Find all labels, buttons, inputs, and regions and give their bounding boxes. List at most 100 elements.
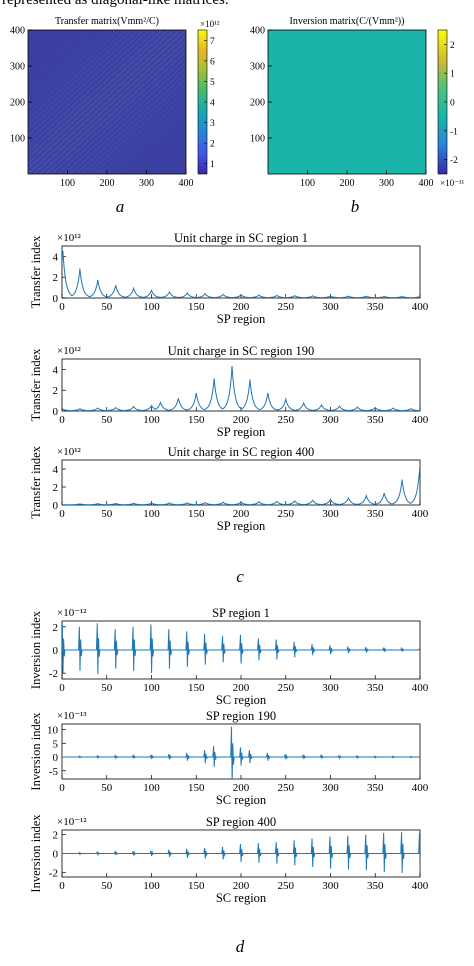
colorbar-tick-label: 3 <box>210 119 215 129</box>
stripe <box>69 66 186 174</box>
x-tick-label: 50 <box>101 301 113 313</box>
top-text: represented as diagonal-like matrices. <box>2 0 229 8</box>
spike <box>337 754 342 761</box>
stripe <box>33 34 186 174</box>
y-axis-label: Inversion index <box>29 814 43 893</box>
x-tick-label: 300 <box>379 178 394 189</box>
x-tick-label: 300 <box>322 682 339 694</box>
heatmap-field <box>28 30 186 174</box>
x-axis-label: SC region <box>216 891 267 905</box>
x-tick-label: 100 <box>143 682 160 694</box>
x-tick-label: 300 <box>322 508 339 520</box>
chart-title: Unit charge in SC region 190 <box>168 344 315 358</box>
stripe <box>28 30 181 170</box>
x-tick-label: 400 <box>412 414 429 426</box>
spike <box>131 626 137 671</box>
stripe <box>28 30 151 143</box>
x-tick-label: 350 <box>367 414 384 426</box>
y-tick-label: -2 <box>49 668 58 680</box>
x-tick-label: 50 <box>101 782 113 794</box>
x-tick-label: 400 <box>419 178 434 189</box>
heatmap-title: Transfer matrix(Vmm²/C) <box>55 16 159 27</box>
spike <box>203 750 208 764</box>
x-tick-label: 100 <box>143 782 160 794</box>
x-tick-label: 200 <box>233 782 250 794</box>
spike <box>96 850 101 857</box>
series-group <box>62 831 420 873</box>
axis-multiplier: ×10⁻¹² <box>57 607 87 619</box>
y-tick-label: 2 <box>53 622 59 634</box>
y-tick-label: 0 <box>53 752 59 764</box>
y-tick-label: 2 <box>53 830 59 842</box>
panel-label-c: c <box>236 567 244 586</box>
x-tick-label: 250 <box>278 880 295 892</box>
y-tick-label: 300 <box>250 62 265 73</box>
y-tick-label: 400 <box>10 26 25 37</box>
spike <box>203 847 208 859</box>
spike <box>310 838 316 868</box>
stripe <box>93 88 186 174</box>
axis-multiplier: ×10⁻¹³ <box>57 710 87 722</box>
x-tick-label: 0 <box>59 682 65 694</box>
stripe <box>111 105 186 174</box>
spike <box>96 754 101 760</box>
spike <box>185 848 190 858</box>
x-tick-label: 100 <box>143 880 160 892</box>
y-tick-label: 0 <box>53 406 59 418</box>
series-line <box>62 250 420 298</box>
x-tick-label: 0 <box>59 508 65 520</box>
x-tick-label: 50 <box>101 508 113 520</box>
panel-label-a: a <box>116 197 125 216</box>
x-tick-label: 400 <box>412 682 429 694</box>
x-tick-label: 200 <box>233 508 250 520</box>
colorbar-tick-label: 0 <box>450 99 455 109</box>
spike <box>382 832 387 873</box>
spike <box>131 850 137 856</box>
x-tick-label: 100 <box>300 178 315 189</box>
spike <box>346 835 351 870</box>
chart-title: Unit charge in SC region 1 <box>174 231 308 245</box>
y-tick-label: -2 <box>49 867 58 879</box>
colorbar-tick-label: -2 <box>450 156 458 166</box>
axis-multiplier: ×10¹² <box>57 232 82 244</box>
stripe <box>28 30 139 132</box>
heatmap-b: Inversion matrix(C/(Vmm²))100 200 300 40010… <box>250 16 465 189</box>
y-axis-label: Transfer index <box>29 445 43 519</box>
stripe <box>28 30 115 110</box>
spike <box>185 752 190 761</box>
heatmap-a: Transfer matrix(Vmm²/C) 100 200 300 400 100 20… <box>10 16 220 189</box>
x-tick-label: 100 <box>143 301 160 313</box>
x-tick-label: 200 <box>233 301 250 313</box>
stripe <box>28 30 157 149</box>
stripe <box>57 55 186 174</box>
series-group <box>62 726 420 779</box>
axis-multiplier: ×10⁻¹² <box>57 816 87 828</box>
spike <box>328 836 334 869</box>
colorbar-tick-label: 1 <box>210 160 215 170</box>
x-tick-label: 400 <box>412 301 429 313</box>
axis-multiplier: ×10¹² <box>57 446 82 458</box>
line-chart-d2: SP region 190×10⁻¹³0 50 100 150 200 250 300 350… <box>29 709 429 807</box>
spike <box>62 624 66 673</box>
x-tick-label: 50 <box>101 414 113 426</box>
y-axis-label: Transfer index <box>29 235 43 309</box>
x-tick-label: 200 <box>233 414 250 426</box>
x-tick-label: 50 <box>101 880 113 892</box>
y-tick-label: 200 <box>10 98 25 109</box>
x-tick-label: 100 <box>60 178 75 189</box>
spike <box>355 754 360 760</box>
heatmap-field <box>268 30 426 174</box>
stripe <box>28 30 145 138</box>
spike <box>78 851 83 856</box>
y-tick-label: 4 <box>53 251 59 263</box>
y-tick-label: 0 <box>53 645 59 657</box>
stripe <box>39 39 186 174</box>
x-tick-label: 150 <box>188 880 205 892</box>
spike <box>113 629 119 669</box>
x-tick-label: 250 <box>278 508 295 520</box>
y-tick-label: 100 <box>250 134 265 145</box>
spike <box>292 840 298 866</box>
x-tick-label: 400 <box>179 178 194 189</box>
stripe <box>75 72 186 174</box>
heatmap-title: Inversion matrix(C/(Vmm²)) <box>290 16 405 27</box>
